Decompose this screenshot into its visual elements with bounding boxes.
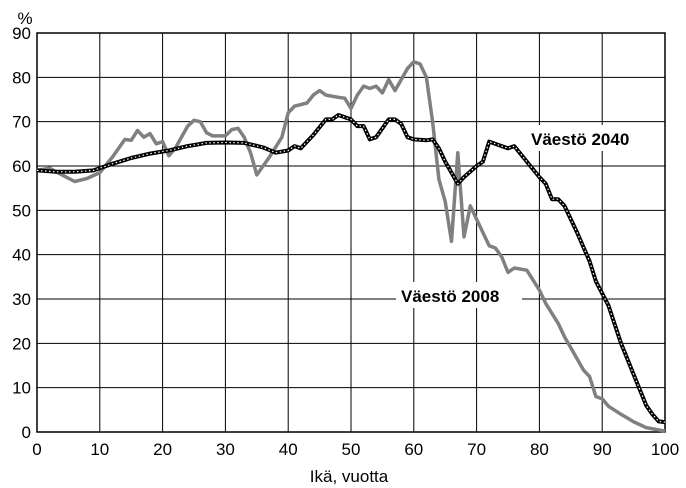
x-tick-label: 40: [279, 440, 298, 459]
tick-labels: 0 10 20 30 40 50 60 70 80 90 100 0 10 20 30 40 50 60 70 80 9…: [12, 24, 679, 459]
x-tick-label: 60: [404, 440, 423, 459]
series-label-2040: Väestö 2040: [531, 130, 629, 149]
plot-frame: [36, 32, 666, 433]
series-label-2008: Väestö 2008: [401, 287, 499, 306]
y-tick-label: 80: [12, 68, 31, 87]
x-tick-label: 10: [90, 440, 109, 459]
x-axis-title: Ikä, vuotta: [310, 467, 389, 486]
y-tick-label: 40: [12, 246, 31, 265]
x-tick-label: 20: [153, 440, 172, 459]
y-tick-label: 10: [12, 379, 31, 398]
series-label-2008-bg: Väestö 2008: [396, 282, 522, 308]
y-tick-label: 0: [22, 423, 31, 442]
series-line-2040-dots: [36, 114, 666, 423]
x-tick-label: 0: [32, 440, 41, 459]
series-line-2008: [36, 60, 666, 433]
x-tick-label: 80: [530, 440, 549, 459]
x-tick-label: 50: [342, 440, 361, 459]
y-tick-label: 50: [12, 201, 31, 220]
x-tick-label: 100: [651, 440, 679, 459]
y-tick-label: 20: [12, 334, 31, 353]
x-tick-label: 90: [593, 440, 612, 459]
x-tick-label: 70: [467, 440, 486, 459]
y-tick-label: 30: [12, 290, 31, 309]
y-tick-label: 90: [12, 24, 31, 43]
y-axis-unit-label: %: [17, 9, 32, 28]
x-tick-label: 30: [216, 440, 235, 459]
y-tick-label: 60: [12, 157, 31, 176]
series-label-2040-bg: Väestö 2040: [526, 125, 652, 151]
series-layer: [36, 60, 666, 433]
y-tick-label: 70: [12, 113, 31, 132]
grid: [36, 32, 666, 433]
